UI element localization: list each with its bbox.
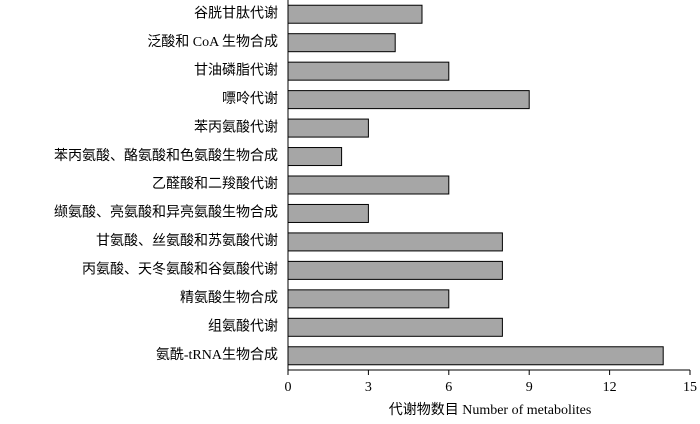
y-tick-label: 谷胱甘肽代谢	[194, 5, 278, 21]
y-tick-label: 甘氨酸、丝氨酸和苏氨酸代谢	[96, 233, 278, 249]
y-tick-label: 乙醛酸和二羧酸代谢	[152, 176, 278, 192]
y-tick-label: 甘油磷脂代谢	[194, 62, 278, 78]
x-axis-label: 代谢物数目 Number of metabolites	[389, 402, 592, 418]
bar	[287, 33, 396, 53]
bar	[287, 260, 503, 280]
x-tick-label: 9	[526, 380, 533, 395]
bar	[287, 61, 450, 81]
bar	[287, 4, 423, 24]
y-tick-label: 丙氨酸、天冬氨酸和谷氨酸代谢	[82, 262, 278, 278]
bar	[287, 175, 450, 195]
x-tick-label: 6	[445, 380, 452, 395]
y-tick-label: 嘌呤代谢	[222, 91, 278, 107]
bar	[287, 289, 450, 309]
x-tick-label: 0	[285, 380, 292, 395]
y-tick-label: 缬氨酸、亮氨酸和异亮氨酸生物合成	[54, 204, 278, 221]
y-tick-label: 苯丙氨酸代谢	[194, 118, 278, 135]
bar	[287, 203, 369, 223]
bar	[287, 90, 530, 110]
y-tick-label: 苯丙氨酸、酪氨酸和色氨酸生物合成	[54, 147, 278, 164]
bar	[287, 317, 503, 337]
x-tick-label: 12	[603, 380, 617, 395]
bar	[287, 118, 369, 138]
y-tick-label: 精氨酸生物合成	[180, 290, 278, 306]
bar	[287, 232, 503, 252]
x-tick-label: 3	[365, 380, 372, 395]
bar	[287, 147, 343, 167]
y-tick-label: 泛酸和 CoA 生物合成	[147, 34, 278, 50]
y-tick-label: 组氨酸代谢	[208, 319, 278, 335]
y-tick-label: 氨酰-tRNA生物合成	[156, 347, 278, 363]
x-tick-label: 15	[683, 380, 697, 395]
bar	[287, 346, 664, 366]
